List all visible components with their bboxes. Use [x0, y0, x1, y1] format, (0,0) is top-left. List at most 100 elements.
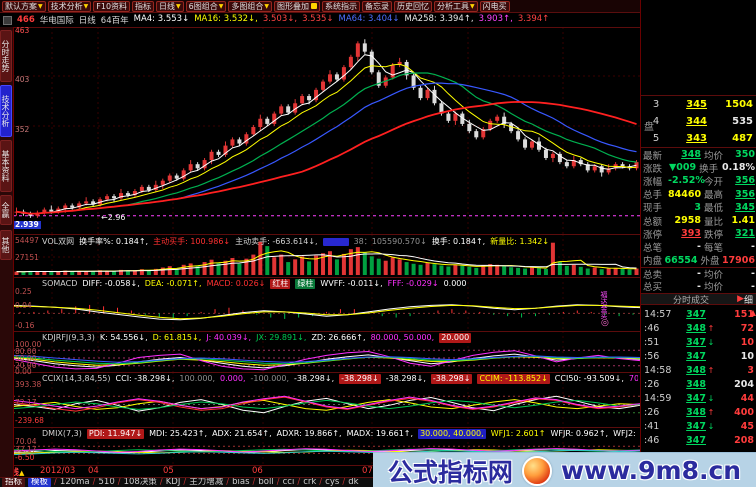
- info-segment-9: MA258: 3.394↑,: [404, 14, 474, 24]
- queue-row[interactable]: 3 345 1504: [652, 99, 753, 110]
- stat-row-总手: 总手 84460 最高 356: [643, 188, 755, 202]
- queue-row[interactable]: 5 343 487: [652, 133, 753, 144]
- menu-item-4[interactable]: 指标: [132, 0, 155, 12]
- month-label: 2012/03: [40, 466, 76, 476]
- axis-label: 32.17: [15, 445, 37, 454]
- scroll-up-icon[interactable]: ▲: [749, 308, 756, 317]
- info-segment-11: 3.394↑: [517, 14, 550, 24]
- macd-chart: [13, 277, 640, 331]
- cci-chart: [13, 372, 640, 427]
- alert-triangle-icon: ▲: [19, 469, 25, 477]
- axis-label: 80.00: [15, 347, 37, 356]
- stat-row-总额: 总额 2958 量比 1.41: [643, 215, 755, 228]
- indicator-tab-主力增减[interactable]: 主力增减: [189, 477, 224, 487]
- window-icon: [3, 15, 12, 25]
- menu-item-8[interactable]: 图形叠加: [274, 0, 320, 12]
- info-segment-7: 3.535↓: [302, 14, 334, 24]
- axis-label: 100.00: [15, 340, 42, 349]
- indicator-tab-bias[interactable]: bias: [232, 477, 250, 487]
- quote-stats: 最新 348 均价 350 涨跌 ▼009 换手 0.18% 涨幅 -2.52% 今开 356 总手 84…: [641, 148, 756, 293]
- tick-list-header[interactable]: 分时成交 ▶ 细: [641, 293, 756, 306]
- sidebar-tab-全赢[interactable]: 全赢: [0, 195, 12, 225]
- chart-info-row: 466 华电国际 日线 64百年 MA4: 3.553↓ MA16: 3.532↓, 3.…: [0, 13, 643, 27]
- month-label: 04: [88, 466, 99, 476]
- sidebar-tab-其他[interactable]: 其他: [0, 230, 12, 260]
- indicator-header-5[interactable]: DMIX(7,3) PDI: 11.947↓ MDI: 25.423↑, ADX: 2…: [42, 428, 638, 439]
- tick-row: 14:59 347 ↓ 44: [644, 392, 754, 404]
- info-segment-6: 3.503↓,: [262, 14, 298, 24]
- overlay-icon: [311, 3, 317, 9]
- menu-item-13[interactable]: 闪电买: [479, 0, 510, 12]
- tab-separator: /: [319, 477, 323, 487]
- axis-label: 0.25: [15, 287, 32, 296]
- sidebar-tab-技术分析[interactable]: 技术分析: [0, 85, 12, 137]
- separator-line: [0, 234, 641, 235]
- indicator-tab-120ma[interactable]: 120ma: [59, 477, 90, 487]
- menu-item-9[interactable]: 系统指示: [322, 0, 360, 12]
- expand-icon[interactable]: ▶: [737, 294, 744, 304]
- bottom-button-指标[interactable]: 指标: [2, 478, 26, 487]
- indicator-tab-boll[interactable]: boll: [258, 477, 274, 487]
- indicator-header-1[interactable]: VOL双网 换手率%: 0.184↑, 主动买手: 100.986↓ 主动卖手: -6…: [42, 236, 550, 246]
- tab-separator: /: [342, 477, 346, 487]
- indicator-tab-cci[interactable]: cci: [282, 477, 295, 487]
- indicator-tab-KDJ[interactable]: KDJ: [165, 477, 181, 487]
- tab-separator: /: [54, 477, 57, 487]
- indicator-header-2[interactable]: SOMACD DIFF: -0.058↓, DEA: -0.071↑, MACD: 0…: [42, 278, 467, 289]
- separator-line: [0, 372, 641, 373]
- chevron-down-icon: ▼: [83, 2, 89, 10]
- menu-item-11[interactable]: 历史回忆: [394, 0, 432, 12]
- tab-separator: /: [252, 477, 256, 487]
- axis-label: 393.38: [15, 380, 42, 389]
- tab-separator: /: [183, 477, 187, 487]
- tick-row: :26 348 ↑ 400: [644, 406, 754, 418]
- indicator-tab-dk[interactable]: dk: [348, 477, 359, 487]
- site-logo-icon: [521, 455, 552, 486]
- menu-item-6[interactable]: 6图组合 ▼: [185, 0, 227, 12]
- menu-item-2[interactable]: 技术分析 ▼: [47, 0, 92, 12]
- macd-signal-marker: ◎: [601, 318, 609, 328]
- info-badge: 466: [17, 15, 35, 25]
- banner-site-url: www.9m8.cn: [560, 456, 742, 485]
- main-candle-chart: [13, 27, 640, 234]
- tab-separator: /: [297, 477, 301, 487]
- tick-row: :46 348 ↑ 72: [644, 322, 754, 334]
- menu-item-7[interactable]: 多图组合 ▼: [228, 0, 272, 12]
- indicator-header-4[interactable]: CCIX(14,3,84,55) CCI: -38.298↓, 100.000, 0.…: [42, 373, 638, 384]
- indicator-tab-crk[interactable]: crk: [303, 477, 317, 487]
- indicator-tab-cys[interactable]: cys: [325, 477, 340, 487]
- indicator-tab-108决策[interactable]: 108决策: [123, 477, 157, 487]
- separator-line: [0, 427, 641, 428]
- tick-row: :46 347 208: [644, 434, 754, 446]
- menu-item-10[interactable]: 备忘录: [362, 0, 392, 12]
- axis-label: 54497: [15, 236, 39, 245]
- axis-label: 20.00: [15, 361, 37, 370]
- tick-row: :51 347 ↓ 10: [644, 336, 754, 348]
- menu-item-5[interactable]: 日线 ▼: [156, 0, 184, 12]
- axis-label: -6.50: [15, 453, 35, 462]
- banner-site-name: 公式指标网: [387, 457, 513, 487]
- tick-list: 14:57 347 151:46 348 ↑ 72:51 347 ↓ 10:56 347 10 14:…: [641, 307, 756, 447]
- axis-label: 27151: [15, 253, 39, 262]
- stat-row-现手: 现手 3 最低 345: [643, 201, 755, 215]
- ma-values-row: 华电国际 日线 64百年 MA4: 3.553↓ MA16: 3.532↓, 3.503↓…: [40, 14, 550, 26]
- month-label: 05: [163, 466, 174, 476]
- month-label: 07: [362, 466, 373, 476]
- month-label: 06: [252, 466, 263, 476]
- menu-item-1[interactable]: 默认方案 ▼: [2, 0, 46, 12]
- separator-line: [0, 331, 641, 332]
- tick-row: :41 347 ↓ 45: [644, 420, 754, 432]
- indicator-tab-510[interactable]: 510: [98, 477, 115, 487]
- menu-item-3[interactable]: F10资料: [93, 0, 131, 12]
- bottom-button-模板[interactable]: 模板: [28, 478, 52, 487]
- indicator-header-3[interactable]: KDJRFJ(9,3,3) K: 54.556↓, D: 61.815↓, J: 40…: [42, 332, 472, 343]
- sidebar-tab-基本资料[interactable]: 基本资料: [0, 140, 12, 192]
- queue-row[interactable]: 4 344 535: [652, 116, 753, 127]
- menu-item-12[interactable]: 分析工具 ▼: [434, 0, 478, 12]
- macd-signal-annotation: 福达金买: [600, 291, 608, 319]
- sidebar-tab-分时走势[interactable]: 分时走势: [0, 30, 12, 82]
- price-ref-label: ←2.96: [101, 213, 126, 222]
- axis-label: -239.68: [15, 416, 44, 425]
- info-segment-3: 64百年: [100, 16, 129, 26]
- info-segment-2: 日线: [78, 16, 96, 26]
